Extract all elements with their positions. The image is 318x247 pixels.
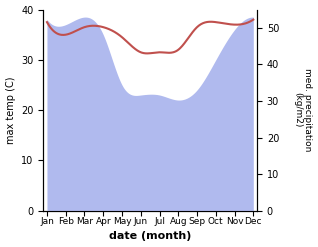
Y-axis label: med. precipitation
(kg/m2): med. precipitation (kg/m2) [293, 68, 313, 152]
X-axis label: date (month): date (month) [109, 231, 191, 242]
Y-axis label: max temp (C): max temp (C) [5, 76, 16, 144]
